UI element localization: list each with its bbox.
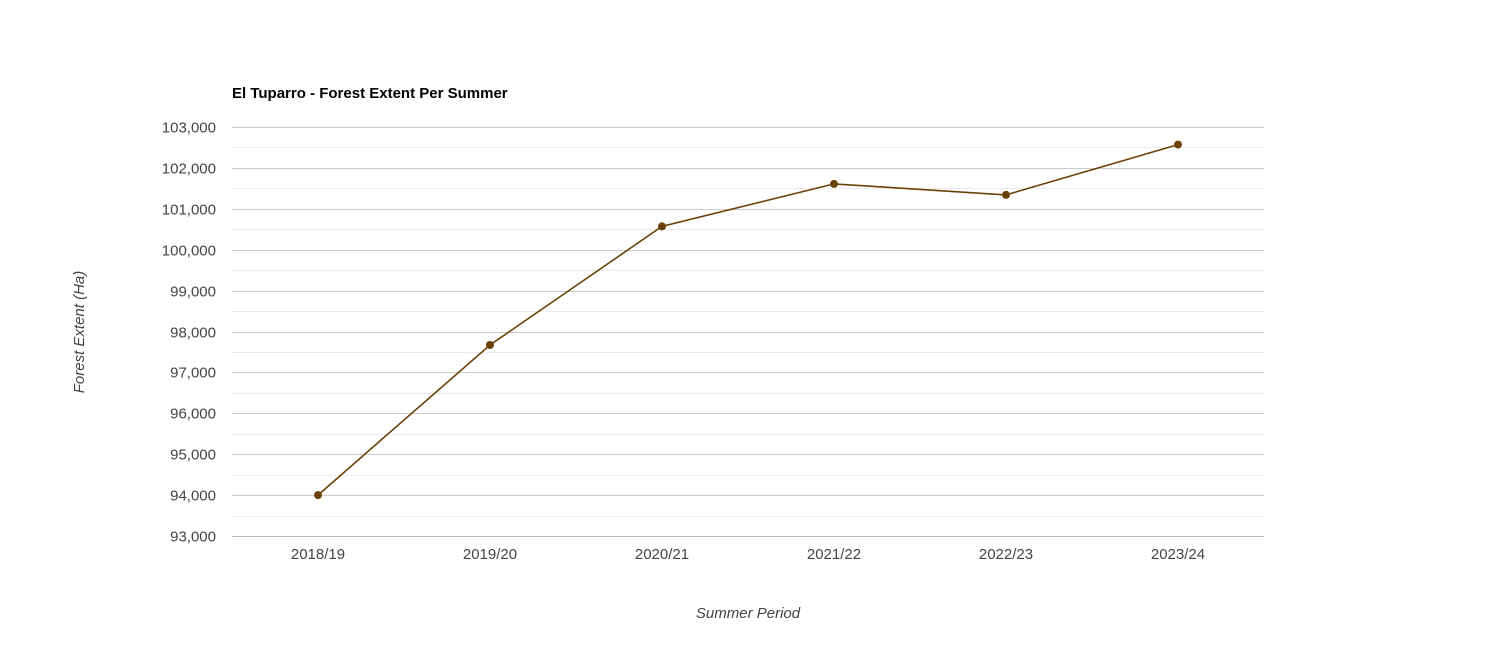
x-tick-label: 2023/24 — [1151, 546, 1205, 563]
y-tick-label: 101,000 — [162, 202, 216, 219]
y-tick-label: 100,000 — [162, 243, 216, 260]
data-point[interactable] — [314, 491, 322, 500]
x-tick-label: 2021/22 — [807, 546, 861, 563]
x-axis-title: Summer Period — [696, 605, 801, 622]
data-point[interactable] — [486, 341, 494, 349]
y-tick-label: 94,000 — [170, 488, 216, 505]
x-tick-label: 2018/19 — [291, 546, 345, 563]
x-tick-label: 2019/20 — [463, 546, 517, 563]
data-point[interactable] — [1002, 190, 1010, 199]
chart-title: El Tuparro - Forest Extent Per Summer — [232, 85, 508, 102]
y-tick-label: 98,000 — [170, 325, 216, 342]
data-point[interactable] — [830, 179, 838, 188]
x-tick-label: 2020/21 — [635, 546, 689, 563]
y-tick-label: 103,000 — [162, 120, 216, 137]
y-tick-label: 93,000 — [170, 529, 216, 546]
y-axis-tick-labels: 93,000 94,000 95,000 96,000 97,000 98,000 99,0… — [162, 120, 216, 546]
series-line — [317, 143, 1179, 496]
y-tick-label: 95,000 — [170, 447, 216, 464]
x-axis-tick-labels: 2018/19 2019/20 2020/21 2021/22 2022/23 2023/… — [291, 546, 1205, 563]
y-axis-title: Forest Extent (Ha) — [71, 271, 88, 394]
y-tick-label: 96,000 — [170, 406, 216, 423]
data-point[interactable] — [1174, 140, 1182, 149]
x-tick-label: 2022/23 — [979, 546, 1033, 563]
y-tick-label: 102,000 — [162, 161, 216, 178]
y-tick-label: 97,000 — [170, 365, 216, 382]
data-point[interactable] — [658, 222, 666, 231]
grid — [232, 127, 1264, 537]
series-group — [314, 140, 1182, 500]
y-tick-label: 99,000 — [170, 284, 216, 301]
